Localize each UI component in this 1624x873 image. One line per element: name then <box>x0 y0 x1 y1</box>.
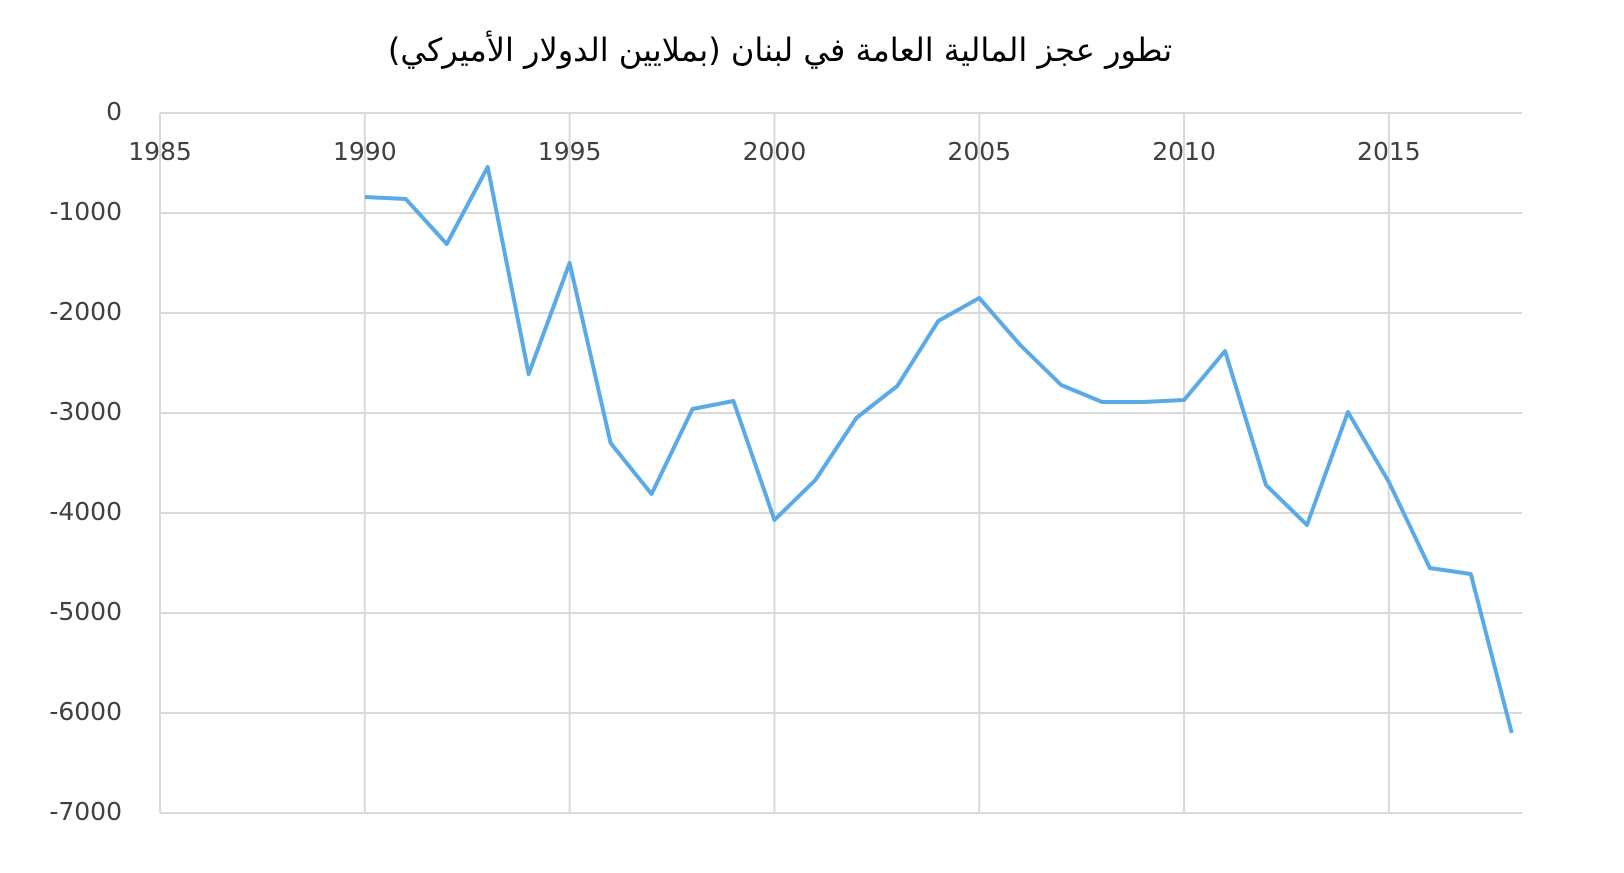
y-tick-label: -2000 <box>49 297 122 326</box>
x-tick-label: 2010 <box>1152 137 1216 166</box>
y-tick-label: -5000 <box>49 597 122 626</box>
chart-title: تطور عجز المالية العامة في لبنان (بملايي… <box>388 30 1172 69</box>
y-tick-label: -7000 <box>49 797 122 826</box>
x-tick-label: 1990 <box>333 137 397 166</box>
x-tick-label: 1985 <box>128 137 192 166</box>
data-line <box>364 165 1514 734</box>
x-tick-label: 1995 <box>538 137 602 166</box>
x-tick-label: 2000 <box>743 137 807 166</box>
y-tick-label: -3000 <box>49 397 122 426</box>
y-tick-label: -6000 <box>49 697 122 726</box>
y-tick-label: -1000 <box>49 197 122 226</box>
y-tick-label: -4000 <box>49 497 122 526</box>
x-tick-label: 2005 <box>947 137 1011 166</box>
x-tick-label: 2015 <box>1357 137 1421 166</box>
y-tick-label: 0 <box>106 97 122 126</box>
